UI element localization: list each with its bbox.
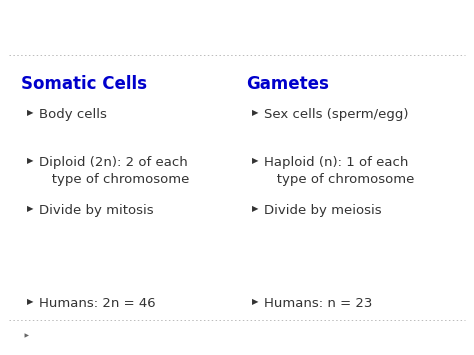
Text: Diploid (2n): 2 of each
   type of chromosome: Diploid (2n): 2 of each type of chromoso… bbox=[39, 156, 190, 186]
Text: ▶: ▶ bbox=[252, 204, 258, 213]
Text: ▶: ▶ bbox=[27, 204, 33, 213]
Text: Gametes: Gametes bbox=[246, 75, 329, 93]
Text: Humans: 2n = 46: Humans: 2n = 46 bbox=[39, 297, 156, 310]
Text: Haploid (n): 1 of each
   type of chromosome: Haploid (n): 1 of each type of chromosom… bbox=[264, 156, 415, 186]
Text: ▶: ▶ bbox=[27, 156, 33, 165]
Text: Divide by mitosis: Divide by mitosis bbox=[39, 204, 154, 217]
Text: Divide by meiosis: Divide by meiosis bbox=[264, 204, 382, 217]
Text: ▶: ▶ bbox=[27, 297, 33, 306]
Text: Sex cells (sperm/egg): Sex cells (sperm/egg) bbox=[264, 108, 409, 121]
Text: ▶: ▶ bbox=[27, 108, 33, 117]
Text: ▶: ▶ bbox=[252, 156, 258, 165]
Text: ▶: ▶ bbox=[252, 297, 258, 306]
Text: Somatic Cells: Somatic Cells bbox=[21, 75, 147, 93]
Text: ▶: ▶ bbox=[252, 108, 258, 117]
Text: Humans: n = 23: Humans: n = 23 bbox=[264, 297, 373, 310]
Text: Body cells: Body cells bbox=[39, 108, 107, 121]
